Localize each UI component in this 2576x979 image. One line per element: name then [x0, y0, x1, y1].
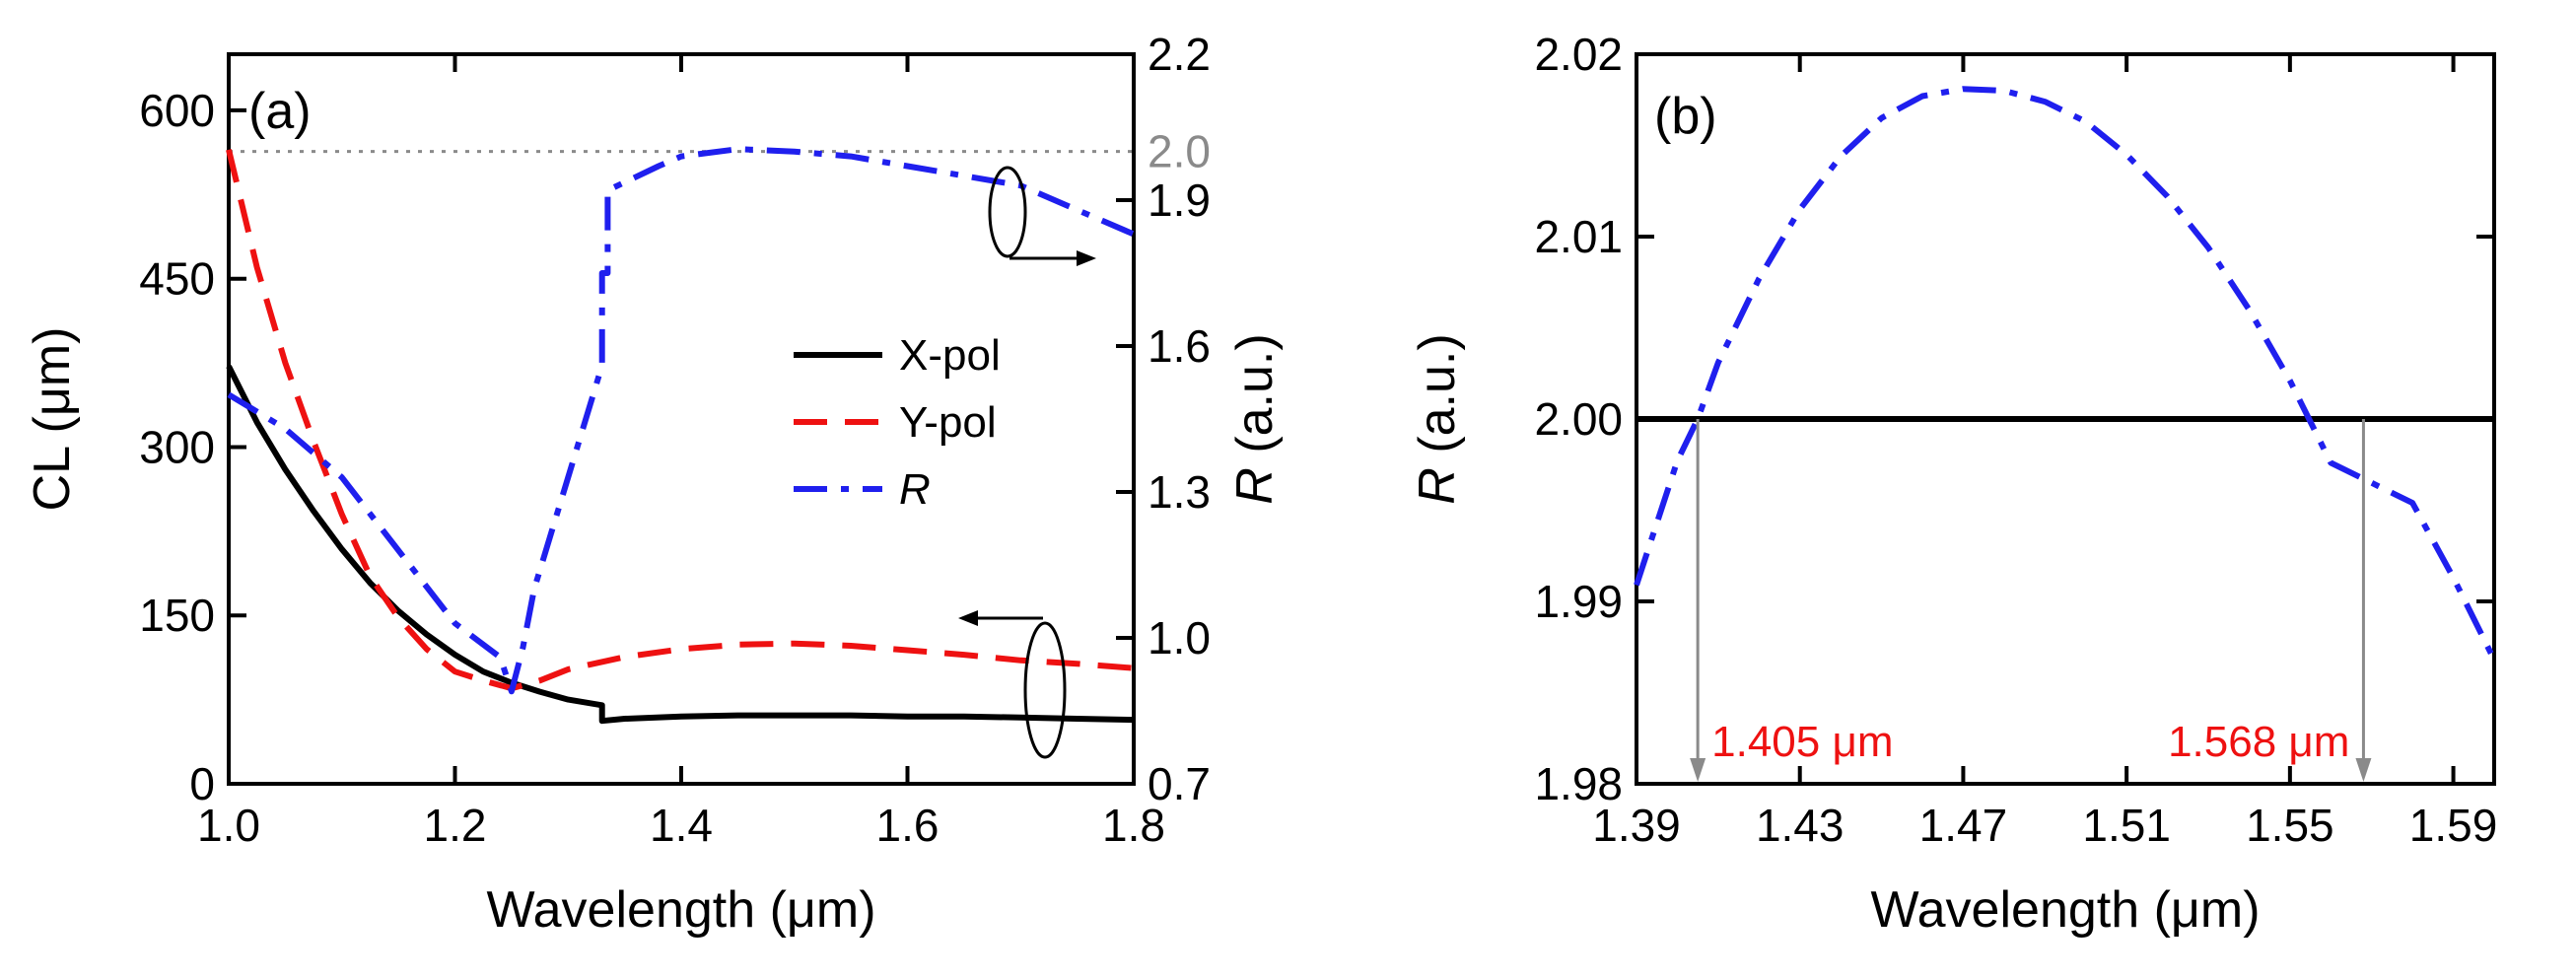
y-left-axis-ticks: 0 150 300 450 600 [139, 85, 246, 809]
legend-label-r: R [899, 465, 931, 514]
panel-b: 1.405 μm 1.568 μm 1.39 1.43 1.47 1.51 1.55 1.5… [1409, 29, 2497, 939]
x-axis-title: Wavelength (μm) [486, 881, 875, 939]
y-left-tick-label: 300 [139, 421, 215, 472]
x-axis-ticks: 1.0 1.2 1.4 1.6 1.8 [197, 54, 1165, 851]
y-right-tick-label: 0.7 [1148, 758, 1211, 809]
legend-label-y-pol: Y-pol [899, 398, 997, 447]
indicator-ellipse-left [1023, 621, 1067, 759]
series-line-y-pol [226, 149, 1135, 692]
y-axis-title-symbol: R [1409, 467, 1466, 505]
x-axis-title: Wavelength (μm) [1870, 881, 2260, 939]
x-tick-label: 1.8 [1102, 800, 1165, 851]
y-left-axis-title: CL (μm) [24, 327, 81, 512]
y-right-axis-title-symbol: R [1226, 467, 1284, 505]
panel-label-a: (a) [248, 83, 312, 140]
x-tick-label: 1.59 [2409, 800, 2498, 851]
y-axis-title-suffix: (a.u.) [1409, 333, 1466, 467]
y-right-tick-label: 2.2 [1148, 29, 1211, 80]
y-tick-label: 2.01 [1534, 211, 1623, 262]
series-line-r [227, 146, 1136, 695]
x-axis-ticks: 1.39 1.43 1.47 1.51 1.55 1.59 [1592, 54, 2497, 851]
x-tick-label: 1.43 [1756, 800, 1845, 851]
legend-label-x-pol: X-pol [899, 331, 1001, 380]
panel-a-frame [227, 52, 1136, 786]
series-line-r [1634, 86, 2497, 662]
arrowhead-left [958, 610, 978, 626]
legend: X-pol Y-pol R [794, 331, 1001, 514]
x-tick-label: 1.4 [650, 800, 713, 851]
y-right-tick-label: 1.9 [1148, 175, 1211, 226]
x-tick-label: 1.55 [2246, 800, 2334, 851]
reference-line-label: 2.0 [1148, 126, 1211, 177]
y-axis-title: R (a.u.) [1409, 333, 1466, 504]
x-tick-label: 1.0 [197, 800, 260, 851]
crossing-markers: 1.405 μm 1.568 μm [1690, 419, 2372, 782]
panel-label-b: (b) [1654, 88, 1717, 145]
panel-a-series [226, 146, 1136, 725]
y-left-tick-label: 150 [139, 590, 215, 641]
y-right-axis-title-suffix: (a.u.) [1226, 333, 1284, 467]
y-right-tick-label: 1.0 [1148, 612, 1211, 664]
y-tick-label: 2.02 [1534, 29, 1623, 80]
marker-arrowhead [1690, 758, 1706, 782]
x-tick-label: 1.51 [2082, 800, 2171, 851]
arrowhead-right [1077, 250, 1096, 266]
marker-label: 1.405 μm [1711, 718, 1893, 766]
marker-arrowhead [2355, 758, 2372, 782]
y-left-tick-label: 450 [139, 253, 215, 305]
y-tick-label: 2.00 [1534, 393, 1623, 445]
x-tick-label: 1.47 [1919, 800, 2008, 851]
panel-b-series [1634, 86, 2497, 662]
x-tick-label: 1.6 [876, 800, 940, 851]
indicator-ellipse-right [988, 166, 1027, 258]
y-tick-label: 1.98 [1534, 758, 1623, 809]
axis-indicators [958, 166, 1096, 759]
y-left-tick-label: 0 [189, 758, 215, 809]
series-line-x-pol [226, 365, 1135, 725]
marker-label: 1.568 μm [2168, 718, 2349, 766]
y-left-tick-label: 600 [139, 85, 215, 136]
y-right-axis-title: R (a.u.) [1226, 333, 1284, 504]
y-axis-ticks: 1.98 1.99 2.00 2.01 2.02 [1534, 29, 2494, 809]
y-right-tick-label: 1.3 [1148, 466, 1211, 518]
y-right-tick-label: 1.6 [1148, 320, 1211, 372]
y-right-axis-ticks: 0.7 1.0 1.3 1.6 1.9 2.2 2.0 [1116, 29, 1211, 809]
y-tick-label: 1.99 [1534, 576, 1623, 627]
x-tick-label: 1.2 [424, 800, 487, 851]
x-tick-label: 1.39 [1592, 800, 1681, 851]
